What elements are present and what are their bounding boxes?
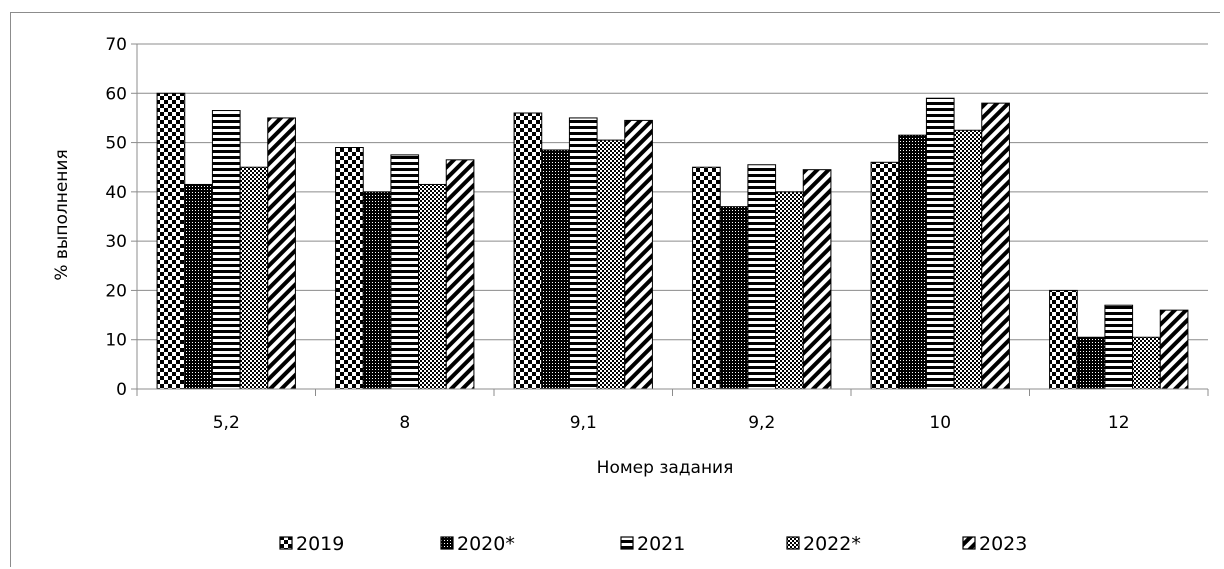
bar-2020-3 bbox=[719, 206, 749, 390]
chart-frame bbox=[10, 12, 1220, 567]
legend: 2019 2020* 2021 2022* 2023 bbox=[279, 533, 1027, 555]
legend-label: 2020* bbox=[457, 533, 515, 555]
legend-label: 2021 bbox=[637, 533, 685, 555]
bar-2023-1 bbox=[445, 159, 475, 390]
x-tick-label: 10 bbox=[929, 413, 951, 433]
bar-2022-1 bbox=[418, 183, 447, 390]
y-tick-label: 20 bbox=[105, 281, 127, 301]
bar-2020-5 bbox=[1076, 336, 1106, 390]
bar-2019-4 bbox=[870, 161, 900, 390]
x-tick-label: 12 bbox=[1108, 413, 1130, 433]
x-tick-label: 9,1 bbox=[570, 413, 597, 433]
legend-swatch bbox=[962, 536, 976, 550]
bar-2020-4 bbox=[898, 134, 927, 390]
y-tick-label: 50 bbox=[105, 134, 127, 154]
bar-2021-1 bbox=[390, 154, 420, 390]
bar-2021-3 bbox=[747, 164, 777, 390]
bar-2023-2 bbox=[624, 119, 653, 390]
bar-2019-1 bbox=[335, 147, 364, 390]
gridlines bbox=[137, 43, 1208, 341]
bar-2023-3 bbox=[802, 169, 832, 390]
bar-2023-4 bbox=[981, 102, 1010, 390]
legend-swatch bbox=[620, 536, 634, 550]
legend-swatch bbox=[786, 536, 800, 550]
bar-2023-5 bbox=[1159, 309, 1189, 390]
bar-2022-0 bbox=[239, 166, 269, 390]
y-tick-label: 0 bbox=[116, 380, 127, 400]
bar-2019-5 bbox=[1049, 289, 1078, 390]
bar-2019-2 bbox=[513, 112, 543, 390]
x-tick-label: 9,2 bbox=[748, 413, 775, 433]
bar-2021-2 bbox=[568, 117, 598, 390]
y-tick-label: 70 bbox=[105, 35, 127, 55]
bar-2022-3 bbox=[775, 191, 804, 390]
bar-2022-4 bbox=[953, 129, 983, 390]
legend-swatch bbox=[440, 536, 454, 550]
legend-label: 2022* bbox=[803, 533, 861, 555]
bar-2022-5 bbox=[1132, 336, 1161, 390]
legend-label: 2023 bbox=[979, 533, 1027, 555]
bar-2023-0 bbox=[267, 117, 296, 390]
bar-2019-3 bbox=[692, 166, 721, 390]
bar-2021-0 bbox=[211, 110, 241, 390]
y-tick-label: 30 bbox=[105, 232, 127, 252]
bar-2020-1 bbox=[362, 191, 392, 390]
legend-label: 2019 bbox=[296, 533, 344, 555]
y-tick-label: 60 bbox=[105, 84, 127, 104]
y-tick-label: 40 bbox=[105, 183, 127, 203]
y-tick-label: 10 bbox=[105, 331, 127, 351]
bar-2020-2 bbox=[541, 149, 570, 390]
axes bbox=[131, 43, 1209, 396]
bar-2022-2 bbox=[596, 139, 626, 390]
bar-2019-0 bbox=[156, 92, 186, 390]
y-axis-title: % выполнения bbox=[52, 149, 72, 280]
x-tick-label: 5,2 bbox=[213, 413, 240, 433]
bar-2021-4 bbox=[925, 97, 955, 390]
bar-2021-5 bbox=[1104, 304, 1134, 390]
bar-2020-0 bbox=[184, 183, 213, 390]
x-axis-title: Номер задания bbox=[597, 458, 734, 478]
x-tick-label: 8 bbox=[399, 413, 410, 433]
tick-labels: 0 10 20 30 40 50 60 70 5,2 8 9,1 9,2 10 12 bbox=[105, 35, 1129, 433]
bars bbox=[156, 92, 1189, 390]
legend-swatch bbox=[279, 536, 293, 550]
